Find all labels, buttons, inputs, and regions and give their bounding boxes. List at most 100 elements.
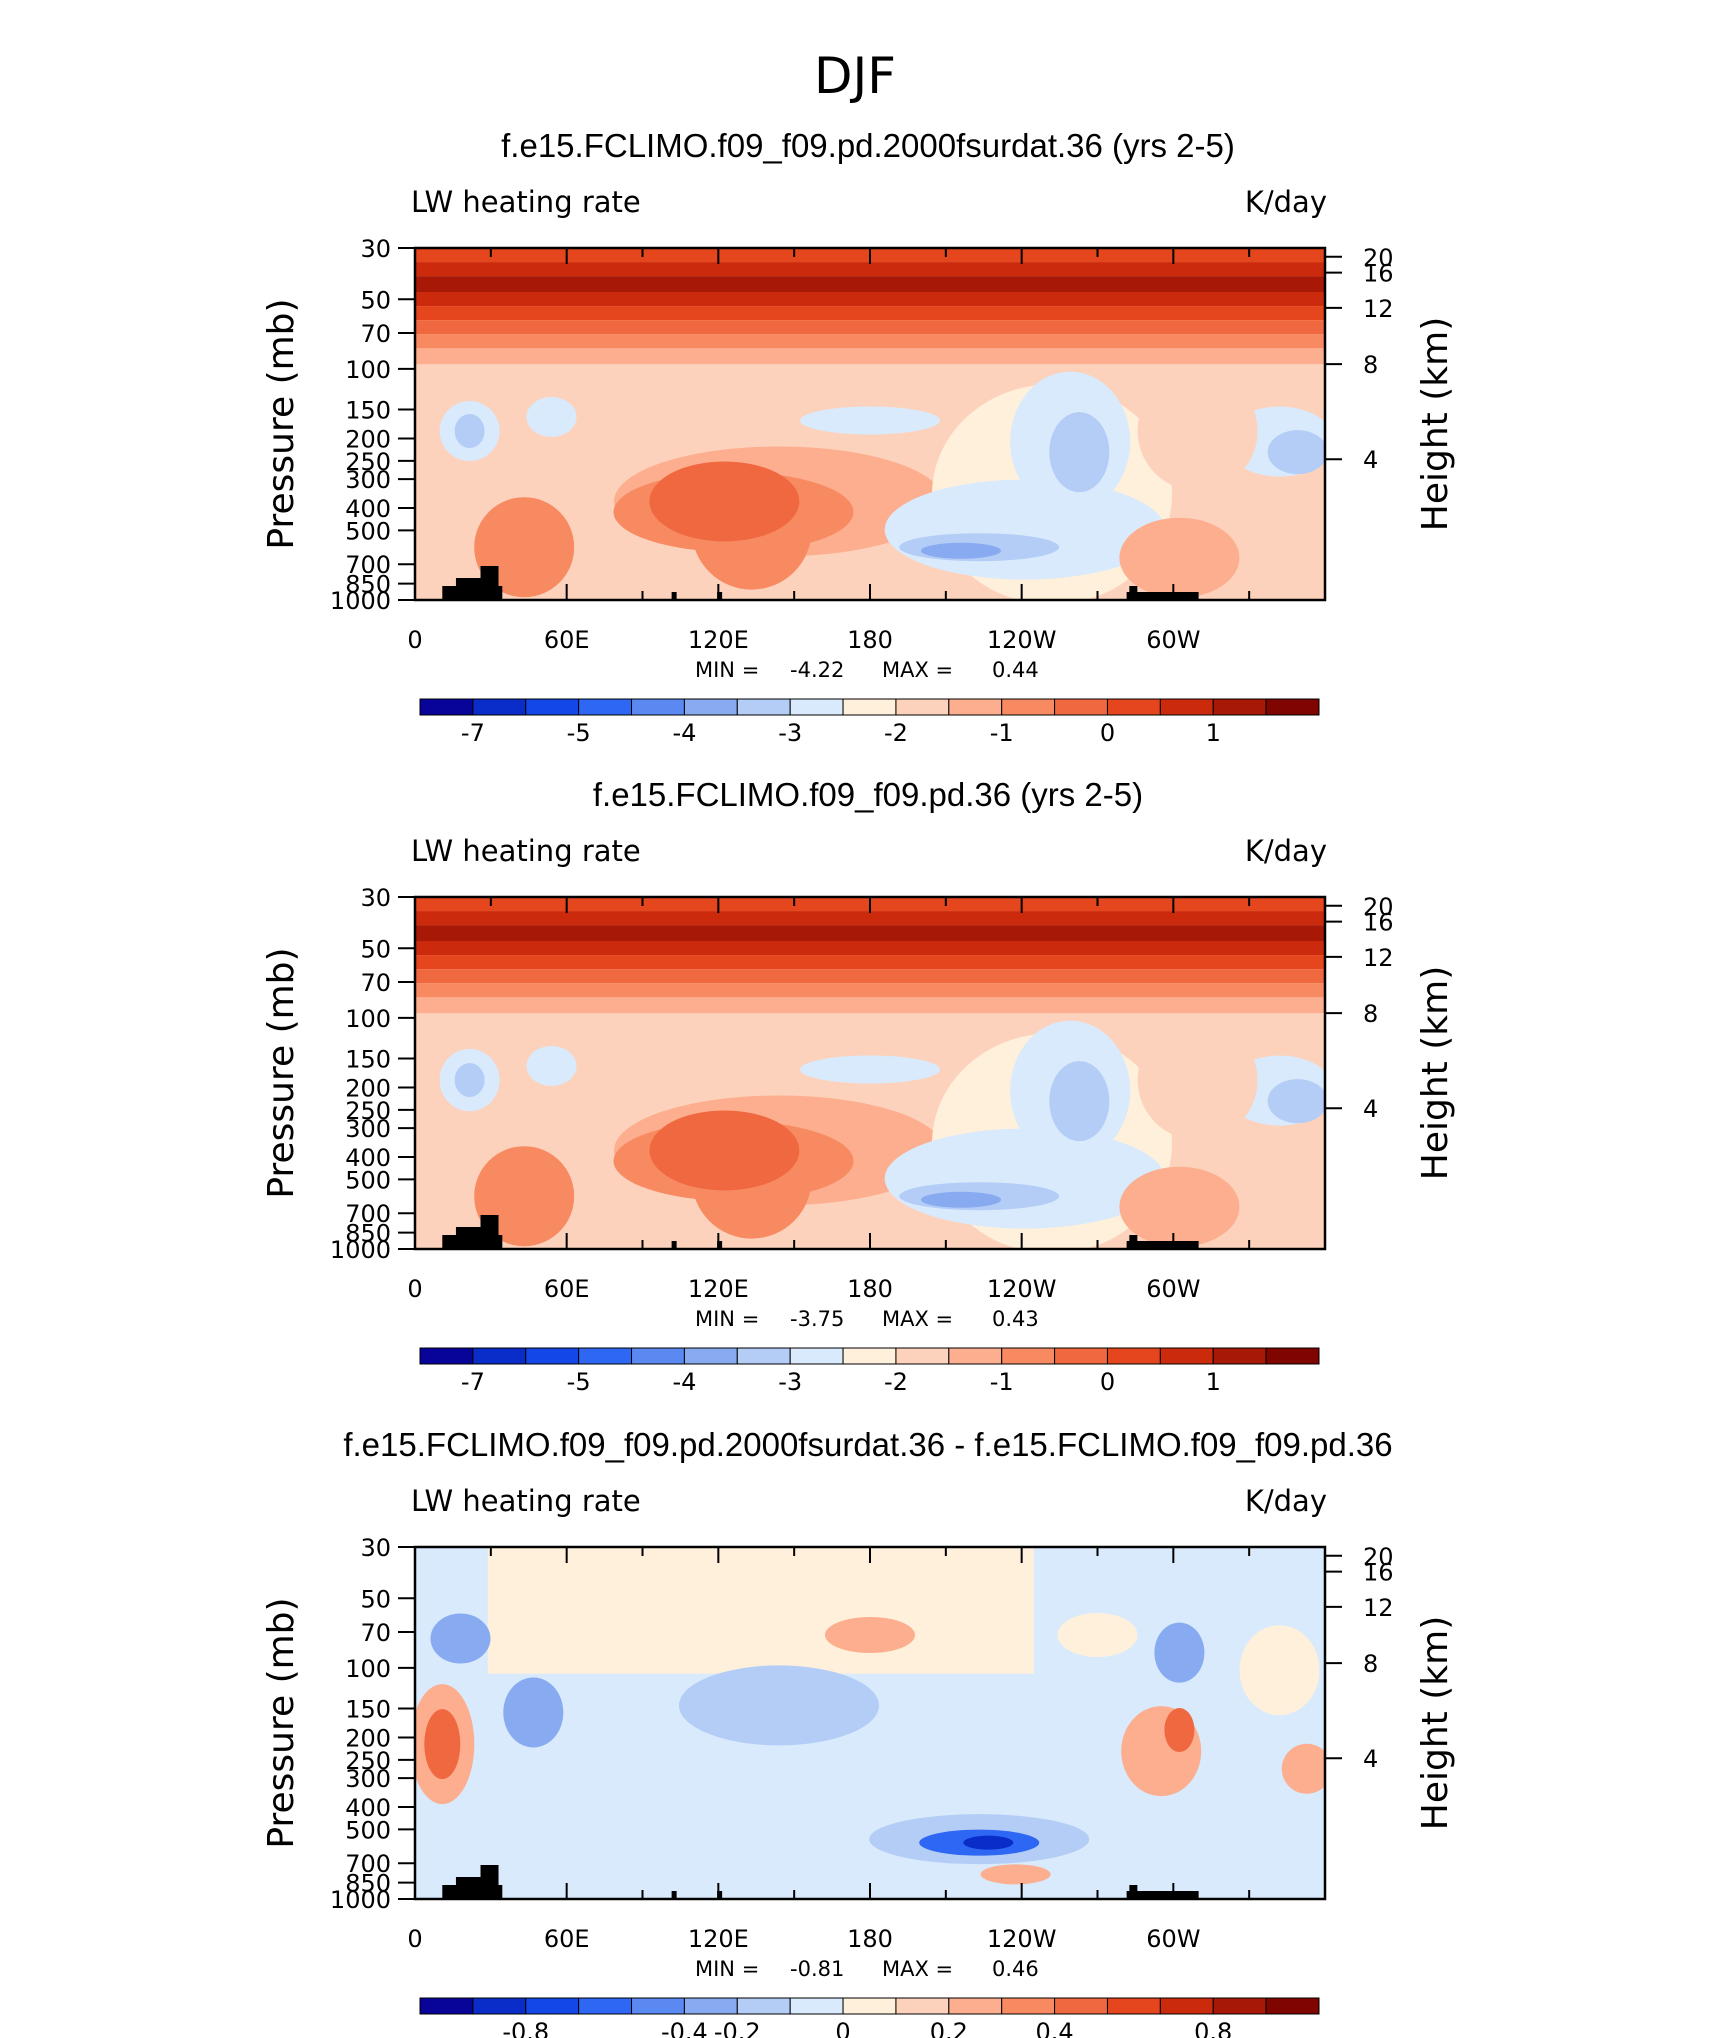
colorbar-swatch [789,698,844,716]
negative-region [526,396,577,437]
colorbar-swatch [578,1347,633,1365]
y-tick-label: 200 [345,1724,391,1752]
colorbar-swatch [1106,698,1161,716]
panel-title: f.e15.FCLIMO.f09_f09.pd.2000fsurdat.36 (… [501,127,1235,164]
contour-field [415,248,1325,600]
band-4 [415,306,1325,321]
min-label: MIN = [695,1307,759,1331]
colorbar-label: 0.8 [1194,2018,1232,2038]
negative-region [800,1055,940,1084]
min-value: -0.81 [790,1957,844,1981]
colorbar-label: -5 [567,1368,591,1396]
colorbar-swatch [736,1997,791,2015]
y-tick-label: 300 [345,466,391,494]
min-label: MIN = [695,1957,759,1981]
negative-core [454,414,485,449]
max-value: 0.46 [992,1957,1039,1981]
x-tick-label: 60E [544,626,590,654]
colorbar-label: -3 [778,1368,802,1396]
colorbar-swatch [789,1347,844,1365]
colorbar-swatch [1001,1997,1056,2015]
colorbar-label: -5 [567,719,591,747]
y-tick-label: 70 [360,1619,391,1647]
neutral-region [1057,1613,1138,1657]
min-label: MIN = [695,658,759,682]
terrain-block [1126,1891,1199,1899]
y-tick-label: 50 [360,935,391,963]
band-7 [415,348,1325,365]
band-4 [415,955,1325,970]
colorbar-label: 0.4 [1036,2018,1074,2038]
band-6 [415,983,1325,998]
y-tick-label: 850 [345,1220,391,1248]
topography-mask [442,566,1199,600]
y-tick-label: 30 [360,884,391,912]
variable-label: LW heating rate [411,185,641,219]
colorbar-label: 0 [1100,1368,1115,1396]
y-tick-label: 700 [345,1850,391,1878]
band-3 [415,292,1325,307]
colorbar-swatch [1001,1347,1056,1365]
y-tick-label: 500 [345,1166,391,1194]
colorbar-swatch [1212,1347,1267,1365]
colorbar-swatch [1265,1997,1320,2015]
colorbar-label: -3 [778,719,802,747]
negative-core [1049,1061,1110,1142]
y-tick-label: 850 [345,1870,391,1898]
height-tick-label: 20 [1363,893,1394,921]
colorbar-label: -0.8 [502,2018,549,2038]
colorbar-swatch [631,1347,685,1365]
y-tick-label: 250 [345,1097,391,1125]
negative-core [1154,1622,1205,1683]
contour-field [415,897,1325,1249]
height-tick-label: 16 [1363,1559,1394,1587]
y-axis-label-right: Height (km) [1415,1616,1456,1830]
colorbar-swatch [472,698,527,716]
colorbar-label: 0.2 [930,2018,968,2038]
variable-label: LW heating rate [411,834,641,868]
height-tick-label: 8 [1363,1000,1378,1028]
colorbar-label: -0.2 [714,2018,761,2038]
y-tick-label: 50 [360,286,391,314]
y-tick-label: 400 [345,1794,391,1822]
positive-region [1137,1020,1258,1141]
colorbar-swatch [525,698,580,716]
colorbar-swatch [948,1347,1003,1365]
x-tick-label: 180 [847,1275,893,1303]
negative-core [430,1613,491,1664]
height-tick-label: 4 [1363,446,1378,474]
y-tick-label: 100 [345,1655,391,1683]
band-1 [415,262,1325,277]
colorbar-label: -4 [672,719,696,747]
terrain-block [671,1891,677,1899]
colorbar-swatch [842,1997,897,2015]
height-tick-label: 8 [1363,1650,1378,1678]
y-tick-label: 300 [345,1765,391,1793]
colorbar-swatch [1001,698,1056,716]
terrain-block [717,1241,723,1249]
y-tick-label: 70 [360,320,391,348]
panel-title: f.e15.FCLIMO.f09_f09.pd.2000fsurdat.36 -… [343,1426,1392,1463]
colorbar-label: -2 [884,1368,908,1396]
colorbar-swatch [578,698,633,716]
x-tick-label: 60W [1146,1275,1200,1303]
x-tick-label: 60W [1146,626,1200,654]
positive-core [649,461,800,542]
terrain-block [1129,586,1138,600]
height-tick-label: 16 [1363,260,1394,288]
max-label: MAX = [882,1957,953,1981]
x-tick-label: 120W [987,626,1057,654]
x-tick-label: 0 [407,1925,422,1953]
terrain-block [717,1891,723,1899]
colorbar-swatch [1265,1347,1320,1365]
colorbar-swatch [895,1997,950,2015]
y-tick-label: 250 [345,448,391,476]
y-tick-label: 400 [345,1144,391,1172]
colorbar-swatch [1106,1997,1161,2015]
colorbar-swatch [472,1347,527,1365]
band-2 [415,276,1325,292]
neutral-region [1239,1625,1320,1716]
x-tick-label: 120W [987,1275,1057,1303]
y-tick-label: 150 [345,1046,391,1074]
